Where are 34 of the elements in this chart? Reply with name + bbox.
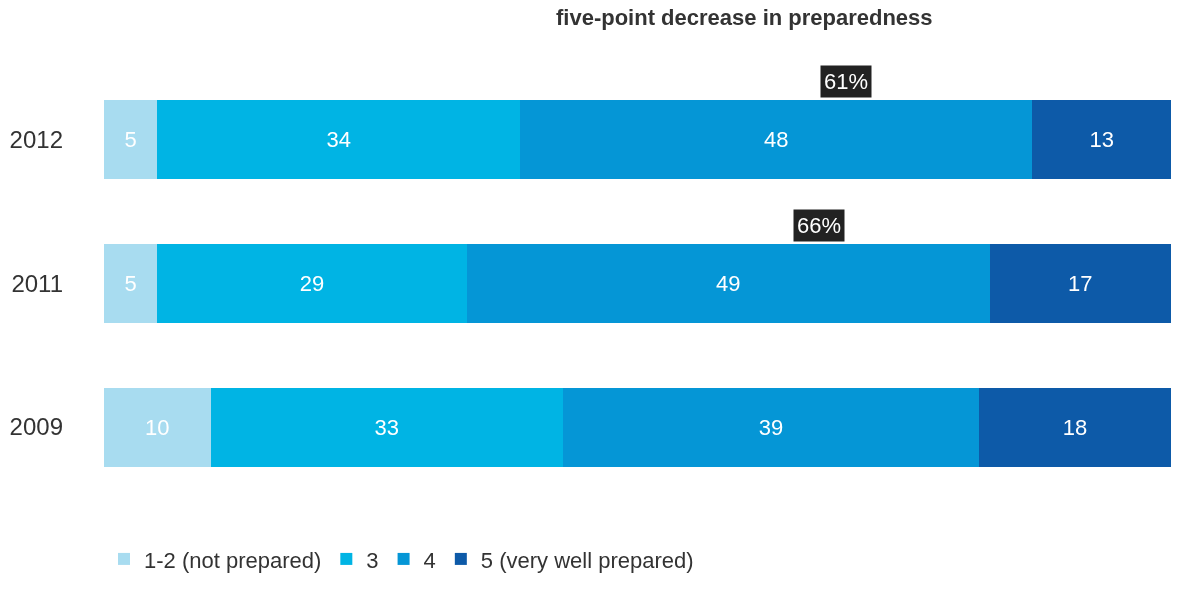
- legend-label: 4: [423, 547, 436, 573]
- data-label: 33: [374, 414, 399, 440]
- y-tick-label: 2011: [11, 269, 63, 297]
- data-label: 29: [299, 270, 325, 296]
- bar: [1032, 99, 1171, 179]
- data-label: 48: [763, 126, 789, 152]
- data-label: 5: [124, 126, 137, 152]
- annotation: 61%: [824, 69, 869, 94]
- data-label: 5: [124, 270, 137, 296]
- data-label: 49: [715, 270, 741, 296]
- data-label: 10: [145, 414, 170, 440]
- data-label: 13: [1089, 126, 1114, 152]
- bar: [562, 387, 979, 467]
- data-label: 34: [326, 126, 351, 152]
- y-tick-label: 2012: [9, 125, 63, 153]
- bar: [210, 387, 563, 467]
- data-label: 17: [1068, 270, 1093, 296]
- data-label: 18: [1062, 414, 1088, 440]
- y-tick-label: 2009: [9, 413, 63, 441]
- bar: [466, 243, 990, 323]
- data-label: 39: [758, 414, 784, 440]
- legend-label: 3: [366, 547, 379, 573]
- legend-label: 5 (very well prepared): [480, 547, 694, 573]
- bar: [989, 243, 1171, 323]
- legend-label: 1-2 (not prepared): [144, 547, 322, 573]
- annotation: 66%: [797, 213, 842, 238]
- bar: [104, 99, 158, 179]
- bar: [104, 243, 158, 323]
- text: five-point decrease in preparedness: [556, 5, 933, 30]
- bar: [157, 243, 467, 323]
- bar: [104, 387, 211, 467]
- bar: [157, 99, 521, 179]
- bar: [520, 99, 1033, 179]
- bar: [978, 387, 1171, 467]
